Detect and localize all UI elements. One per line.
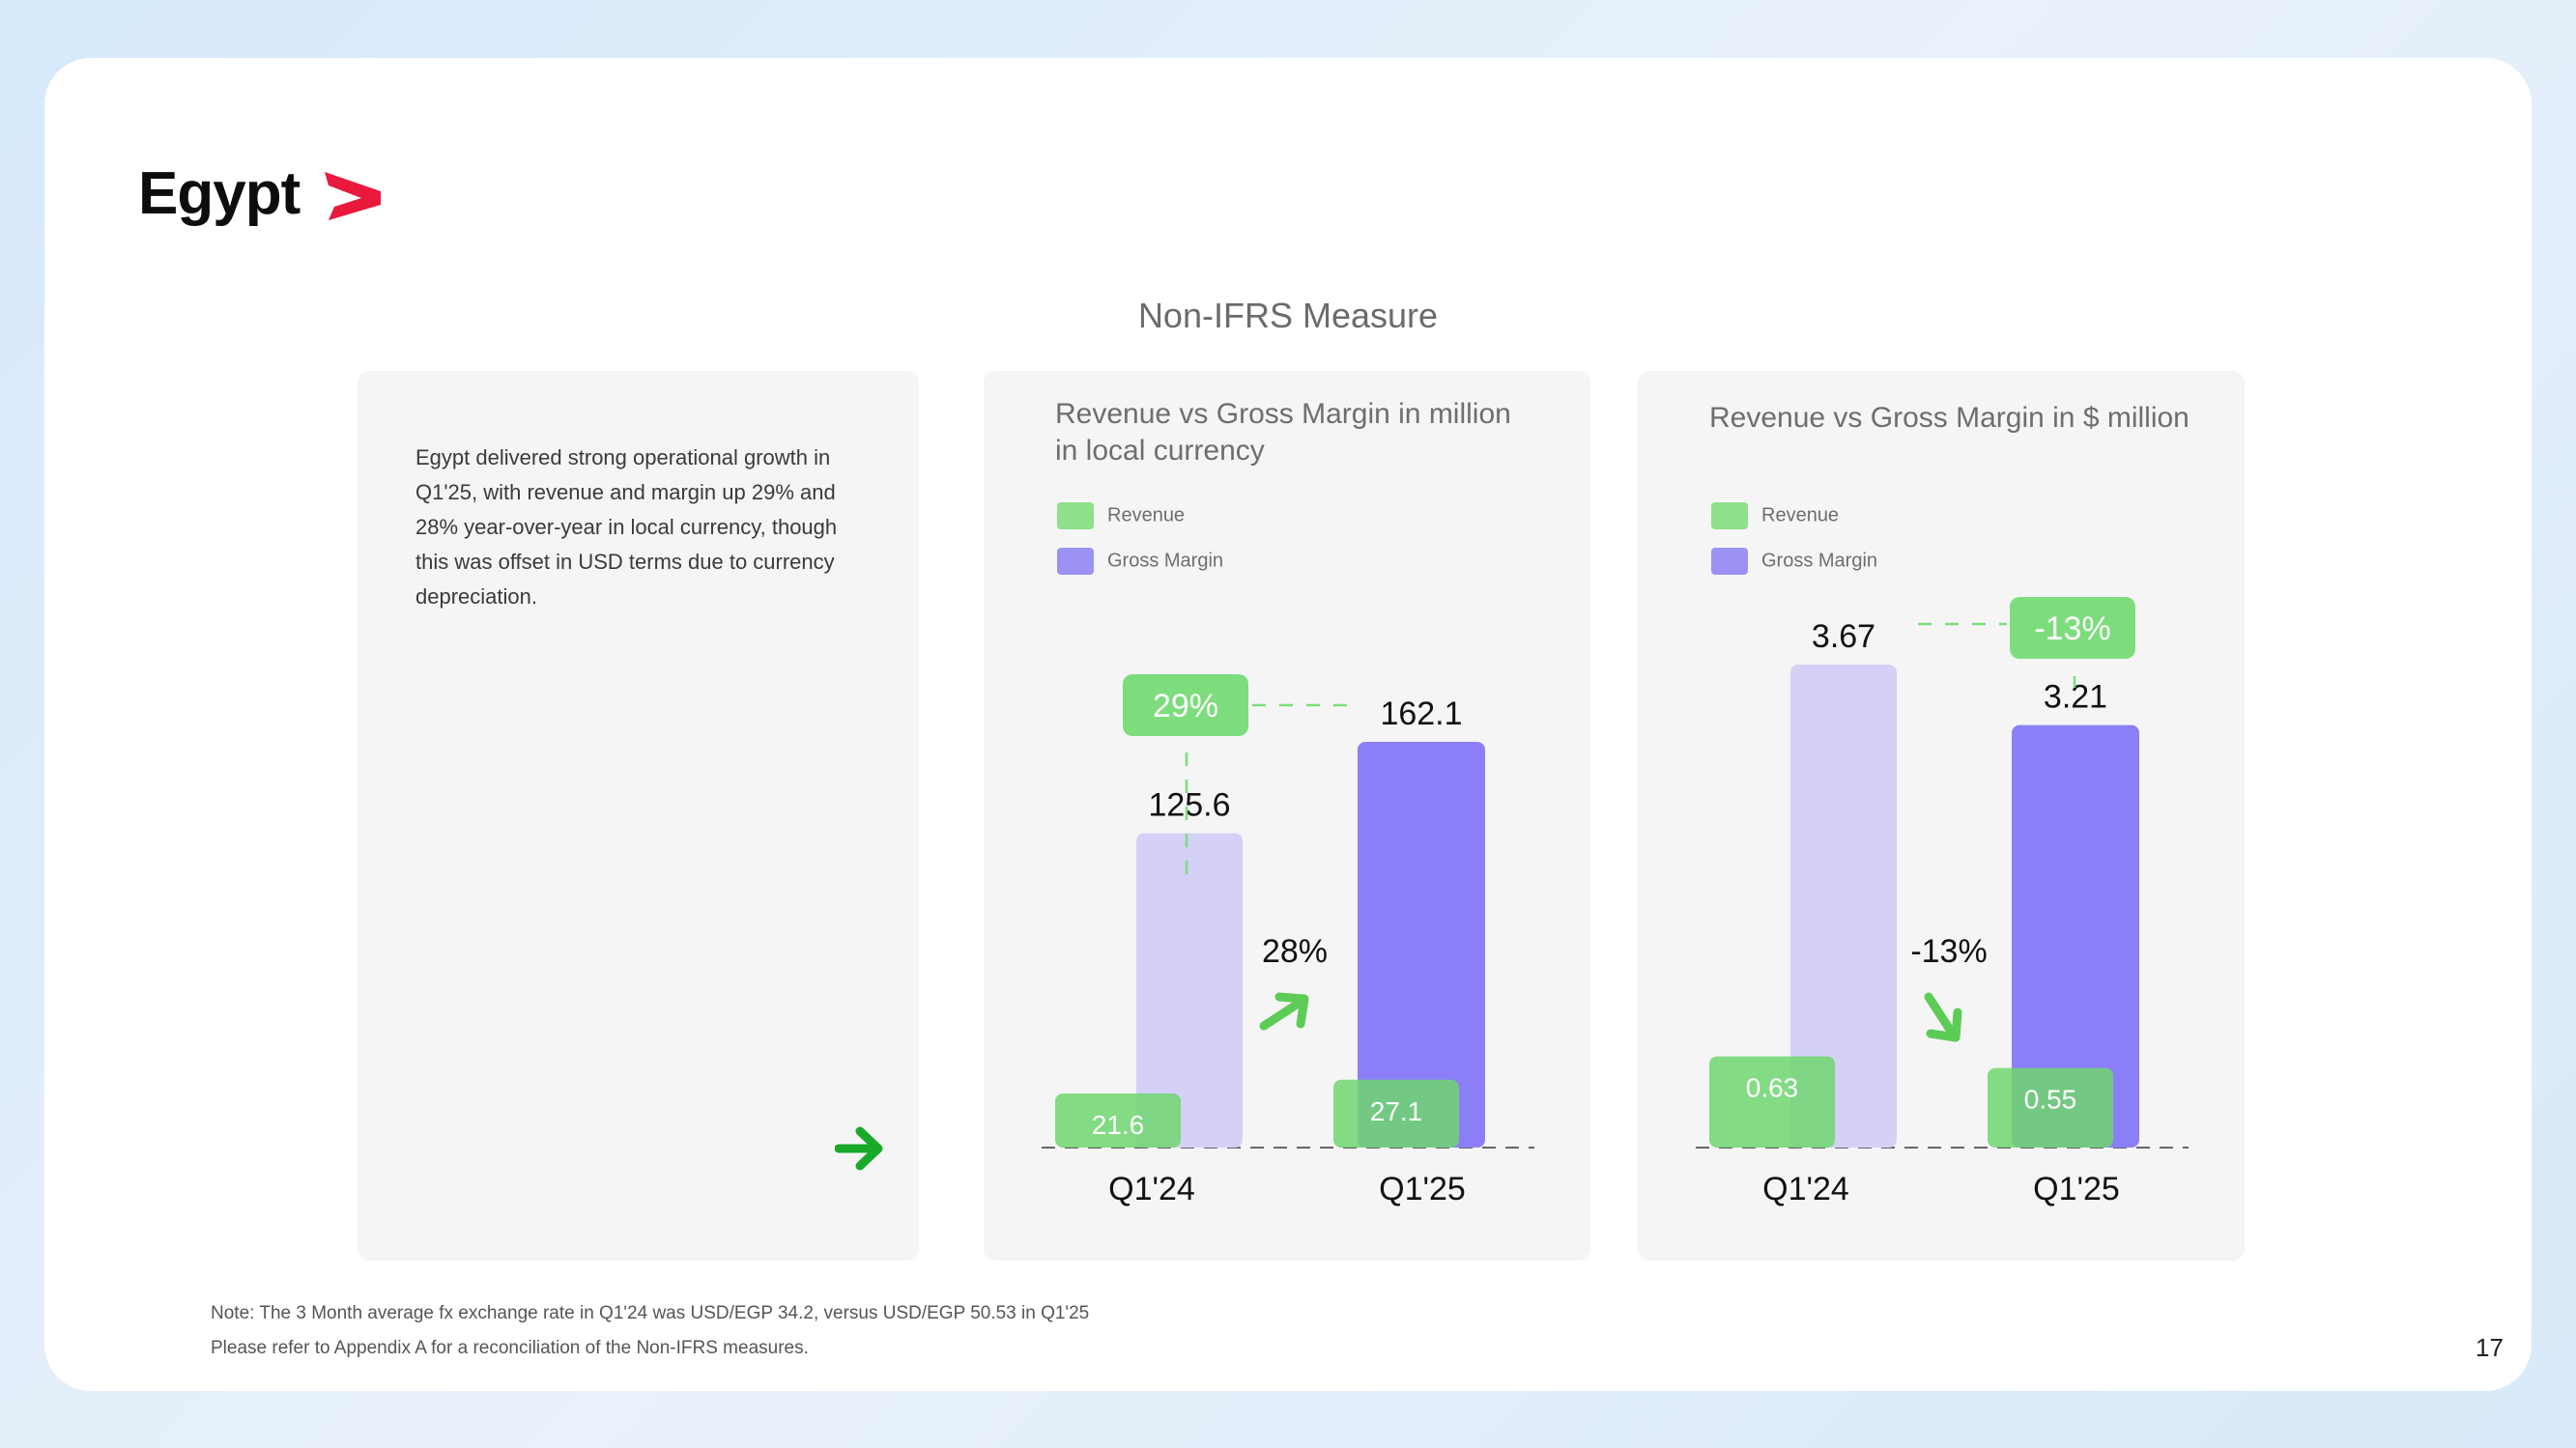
revenue-bar xyxy=(2012,724,2139,1148)
legend-revenue: Revenue xyxy=(1057,502,1185,529)
revenue-value-label: 162.1 xyxy=(1380,696,1462,732)
gross-margin-value-label: 27.1 xyxy=(1370,1096,1423,1126)
revenue-growth-label: 29% xyxy=(1153,688,1218,724)
revenue-growth-label: -13% xyxy=(2034,610,2110,647)
brand-chevron-icon xyxy=(325,172,381,220)
footnote-appendix: Please refer to Appendix A for a reconci… xyxy=(211,1338,809,1358)
growth-badge xyxy=(1123,674,1248,736)
gross-margin-bar xyxy=(1333,1079,1459,1148)
legend-swatch xyxy=(1711,548,1748,575)
category-label: Q1'24 xyxy=(1108,1171,1195,1207)
category-label: Q1'25 xyxy=(1379,1171,1466,1207)
usd-chart-panel: Revenue vs Gross Margin in $ million Rev… xyxy=(1638,371,2245,1261)
revenue-bar xyxy=(1358,742,1485,1148)
margin-growth-label: 28% xyxy=(1262,933,1328,970)
chart-title: Revenue vs Gross Margin in million in lo… xyxy=(1055,398,1511,467)
page-number: 17 xyxy=(2476,1333,2504,1362)
category-label: Q1'25 xyxy=(2033,1171,2120,1207)
arrow-right-icon xyxy=(835,1126,883,1171)
gross-margin-bar xyxy=(1709,1056,1835,1148)
legend-swatch xyxy=(1711,502,1748,529)
gross-margin-value-label: 0.63 xyxy=(1746,1073,1799,1103)
chart-title: Revenue vs Gross Margin in $ million xyxy=(1709,402,2190,434)
category-label: Q1'24 xyxy=(1762,1171,1849,1207)
gross-margin-bar xyxy=(1055,1093,1181,1148)
growth-arrow-icon xyxy=(1259,992,1309,1031)
legend-label: Gross Margin xyxy=(1107,550,1224,572)
legend-label: Gross Margin xyxy=(1761,550,1878,572)
gross-margin-value-label: 21.6 xyxy=(1092,1110,1145,1140)
growth-badge xyxy=(2010,597,2135,659)
footnote-fx-rate: Note: The 3 Month average fx exchange ra… xyxy=(211,1303,1090,1323)
revenue-value-label: 125.6 xyxy=(1148,787,1230,824)
revenue-bar xyxy=(1136,833,1243,1148)
legend-label: Revenue xyxy=(1761,504,1840,526)
section-subtitle: Non-IFRS Measure xyxy=(1137,296,1439,335)
revenue-bar xyxy=(1790,665,1897,1148)
legend-swatch xyxy=(1057,548,1094,575)
gross-margin-value-label: 0.55 xyxy=(2024,1085,2077,1115)
legend-swatch xyxy=(1057,502,1094,529)
revenue-value-label: 3.67 xyxy=(1812,618,1875,655)
page-title: Egypt xyxy=(138,160,301,227)
legend-revenue: Revenue xyxy=(1711,502,1839,529)
local-currency-chart-panel: Revenue vs Gross Margin in million in lo… xyxy=(984,371,1590,1261)
legend-label: Revenue xyxy=(1107,504,1186,526)
description-panel: Egypt delivered strong operational growt… xyxy=(358,371,919,1261)
growth-arrow-icon xyxy=(1924,992,1962,1042)
legend-gross-margin: Gross Margin xyxy=(1057,548,1223,575)
margin-growth-label: -13% xyxy=(1910,933,1987,970)
local-currency-bar-chart: 125.6 21.6 Q1'24 162.1 27.1 Q1'25 29% 28% xyxy=(1042,674,1534,1207)
gross-margin-bar xyxy=(1988,1067,2113,1148)
legend-gross-margin: Gross Margin xyxy=(1711,548,1877,575)
description-text: Egypt delivered strong operational growt… xyxy=(415,445,838,609)
